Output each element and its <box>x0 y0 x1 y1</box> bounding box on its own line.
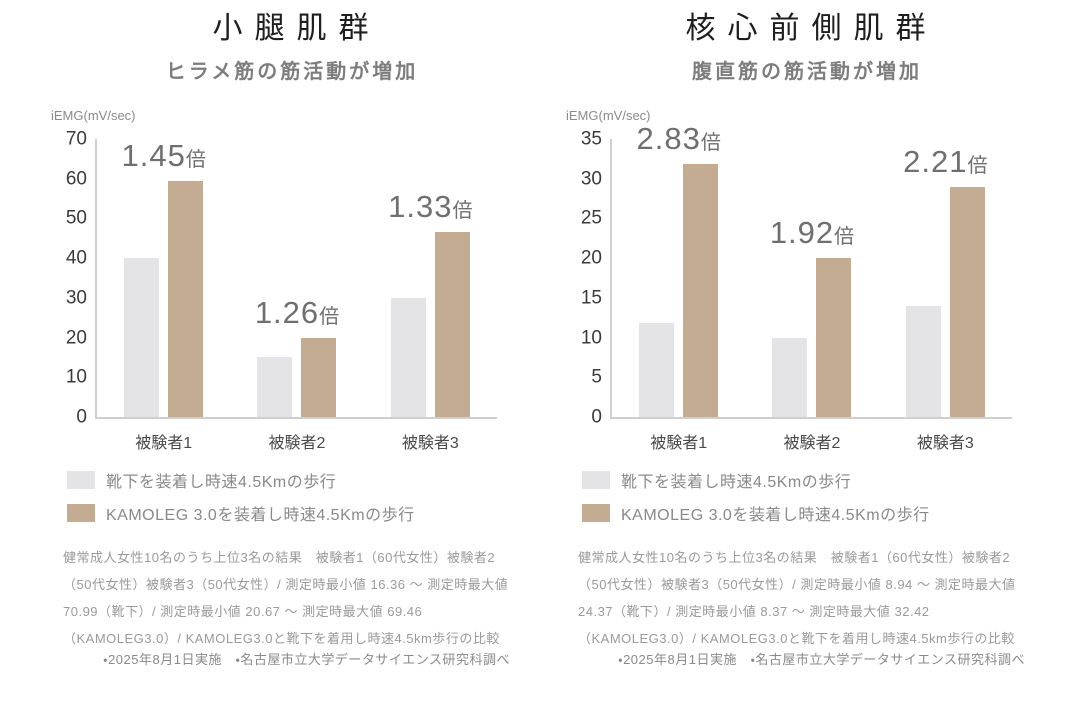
ratio-value: 1.26 <box>254 294 320 330</box>
ratio-value: 2.21 <box>903 143 968 179</box>
bar-kamoleg <box>301 337 337 417</box>
bar-sock <box>390 297 426 417</box>
bar-chart: 2.83倍 被験者1 1.92倍 被験者2 2.21倍 被験者3 0 5 10 15 20 25 30… <box>581 123 1012 452</box>
legend-swatch-sock <box>67 471 95 489</box>
bar-group: 2.21倍被験者3 <box>903 146 987 452</box>
ratio-suffix: 倍 <box>834 226 855 249</box>
bar-pair <box>257 337 337 417</box>
legend: 靴下を装着し時速4.5Kmの歩行 KAMOLEG 3.0を装着し時速4.5Kmの… <box>582 468 1063 525</box>
ratio-value: 1.33 <box>388 189 453 225</box>
footnote: 健常成人女性10名のうち上位3名の結果 被験者1（60代女性）被験者2（50代女… <box>63 550 509 646</box>
bar-sock <box>772 337 808 417</box>
ratio-suffix: 倍 <box>319 305 340 328</box>
legend-swatch-kamoleg <box>67 504 95 522</box>
legend-item-sock: 靴下を装着し時速4.5Kmの歩行 <box>582 468 1063 492</box>
ratio-value: 1.45 <box>121 137 186 173</box>
category-label: 被験者2 <box>268 435 326 452</box>
ratio-label: 1.92倍 <box>770 217 854 248</box>
bar-sock <box>124 258 160 417</box>
ratio-value: 2.83 <box>636 121 701 157</box>
ratio-label: 2.21倍 <box>903 146 987 177</box>
bar-group: 1.33倍被験者3 <box>388 191 472 452</box>
ratio-label: 1.33倍 <box>388 191 472 222</box>
bar-pair <box>905 186 985 417</box>
bar-sock <box>639 323 675 417</box>
bar-groups: 1.45倍 被験者1 1.26倍 被験者2 1.33倍 被験者3 <box>97 139 497 452</box>
bar-group: 1.45倍被験者1 <box>121 140 205 452</box>
legend-swatch-sock <box>582 471 610 489</box>
bar-pair <box>639 164 719 417</box>
legend-label-kamoleg: KAMOLEG 3.0を装着し時速4.5Kmの歩行 <box>621 507 930 524</box>
y-axis-tick-label: 10 <box>580 327 602 349</box>
chart-subtitle: ヒラメ筋の筋活動が増加 <box>165 61 419 83</box>
chart-title: 小腿肌群 <box>212 12 381 45</box>
ratio-label: 2.83倍 <box>636 123 720 154</box>
footnote: 健常成人女性10名のうち上位3名の結果 被験者1（60代女性）被験者2（50代女… <box>578 550 1016 646</box>
y-axis-tick-label: 0 <box>76 406 87 428</box>
category-label: 被験者1 <box>135 435 193 452</box>
page: 小腿肌群 ヒラメ筋の筋活動が増加 iEMG(mV/sec) 1.45倍 被験者1 1… <box>33 0 1063 668</box>
bar-group: 1.92倍被験者2 <box>770 217 854 452</box>
bar-chart: 1.45倍 被験者1 1.26倍 被験者2 1.33倍 被験者3 0 10 20 30 40 50 6… <box>66 130 497 452</box>
y-axis-tick-label: 5 <box>591 366 602 388</box>
legend-label-kamoleg: KAMOLEG 3.0を装着し時速4.5Kmの歩行 <box>106 507 415 524</box>
bar-kamoleg <box>816 258 852 417</box>
bar-pair <box>124 180 204 417</box>
y-axis-tick-label: 50 <box>65 207 87 229</box>
category-label: 被験者2 <box>783 435 841 452</box>
chart-panel-core: 核心前側肌群 腹直筋の筋活動が増加 iEMG(mV/sec) 2.83倍 被験者1… <box>548 0 1063 668</box>
bar-sock <box>905 305 941 417</box>
legend-item-kamoleg: KAMOLEG 3.0を装着し時速4.5Kmの歩行 <box>582 501 1063 525</box>
bar-kamoleg <box>168 180 204 417</box>
credit-line: ・2025年8月1日実施 ・名古屋市立大学データサイエンス研究科調べ <box>103 652 510 667</box>
ratio-suffix: 倍 <box>700 132 721 155</box>
legend-swatch-kamoleg <box>582 504 610 522</box>
y-axis-tick-label: 0 <box>591 406 602 428</box>
bar-pair <box>390 232 470 417</box>
bar-group: 2.83倍被験者1 <box>636 123 720 452</box>
ratio-value: 1.92 <box>769 215 835 251</box>
y-axis-tick-label: 40 <box>65 247 87 269</box>
category-label: 被験者3 <box>916 435 974 452</box>
ratio-label: 1.45倍 <box>121 140 205 171</box>
legend-label-sock: 靴下を装着し時速4.5Kmの歩行 <box>106 474 337 491</box>
y-axis-tick-label: 20 <box>65 327 87 349</box>
ratio-label: 1.26倍 <box>255 297 339 328</box>
bar-sock <box>257 357 293 417</box>
legend: 靴下を装着し時速4.5Kmの歩行 KAMOLEG 3.0を装着し時速4.5Kmの… <box>67 468 548 525</box>
y-axis-tick-label: 30 <box>65 287 87 309</box>
y-axis-tick-label: 25 <box>580 207 602 229</box>
chart-title: 核心前側肌群 <box>685 12 938 45</box>
bar-groups: 2.83倍 被験者1 1.92倍 被験者2 2.21倍 被験者3 <box>612 123 1012 452</box>
ratio-suffix: 倍 <box>967 154 988 177</box>
chart-panel-calf: 小腿肌群 ヒラメ筋の筋活動が増加 iEMG(mV/sec) 1.45倍 被験者1 1… <box>33 0 548 668</box>
y-axis-tick-label: 15 <box>580 287 602 309</box>
legend-item-sock: 靴下を装着し時速4.5Kmの歩行 <box>67 468 548 492</box>
ratio-suffix: 倍 <box>452 200 473 223</box>
bar-pair <box>772 258 852 417</box>
legend-label-sock: 靴下を装着し時速4.5Kmの歩行 <box>621 474 852 491</box>
ratio-suffix: 倍 <box>185 148 206 171</box>
bar-kamoleg <box>949 186 985 417</box>
y-axis-tick-label: 70 <box>65 128 87 150</box>
y-axis-unit-label: iEMG(mV/sec) <box>566 108 651 123</box>
y-axis-tick-label: 20 <box>580 247 602 269</box>
category-label: 被験者3 <box>401 435 459 452</box>
y-axis-tick-label: 35 <box>580 128 602 150</box>
legend-item-kamoleg: KAMOLEG 3.0を装着し時速4.5Kmの歩行 <box>67 501 548 525</box>
bar-group: 1.26倍被験者2 <box>255 297 339 452</box>
y-axis-tick-label: 60 <box>65 168 87 190</box>
category-label: 被験者1 <box>650 435 708 452</box>
y-axis-unit-label: iEMG(mV/sec) <box>51 108 136 123</box>
chart-subtitle: 腹直筋の筋活動が増加 <box>692 61 922 83</box>
bar-kamoleg <box>683 164 719 417</box>
y-axis-tick-label: 10 <box>65 366 87 388</box>
bar-kamoleg <box>434 232 470 417</box>
credit-line: ・2025年8月1日実施 ・名古屋市立大学データサイエンス研究科調べ <box>618 652 1025 667</box>
y-axis-tick-label: 30 <box>580 168 602 190</box>
